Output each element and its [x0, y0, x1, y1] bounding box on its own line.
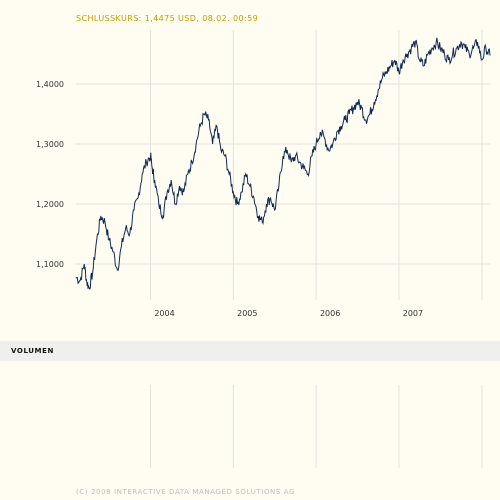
copyright-footer: (C) 2008 INTERACTIVE DATA MANAGED SOLUTI…: [76, 488, 296, 496]
y-tick-label: 1,2000: [36, 200, 64, 209]
x-tick-label: 2006: [320, 309, 340, 318]
y-tick-label: 1,1000: [36, 260, 64, 269]
y-tick-label: 1,4000: [36, 80, 64, 89]
volume-label: VOLUMEN: [11, 347, 54, 355]
x-tick-label: 2007: [403, 309, 423, 318]
x-tick-label: 2004: [154, 309, 174, 318]
closing-price-label: SCHLUSSKURS: 1,4475 USD, 08.02. 00:59: [76, 14, 259, 23]
x-tick-label: 2005: [237, 309, 257, 318]
price-line: [75, 37, 491, 291]
volume-section-header: VOLUMEN: [0, 341, 500, 361]
y-tick-label: 1,3000: [36, 140, 64, 149]
